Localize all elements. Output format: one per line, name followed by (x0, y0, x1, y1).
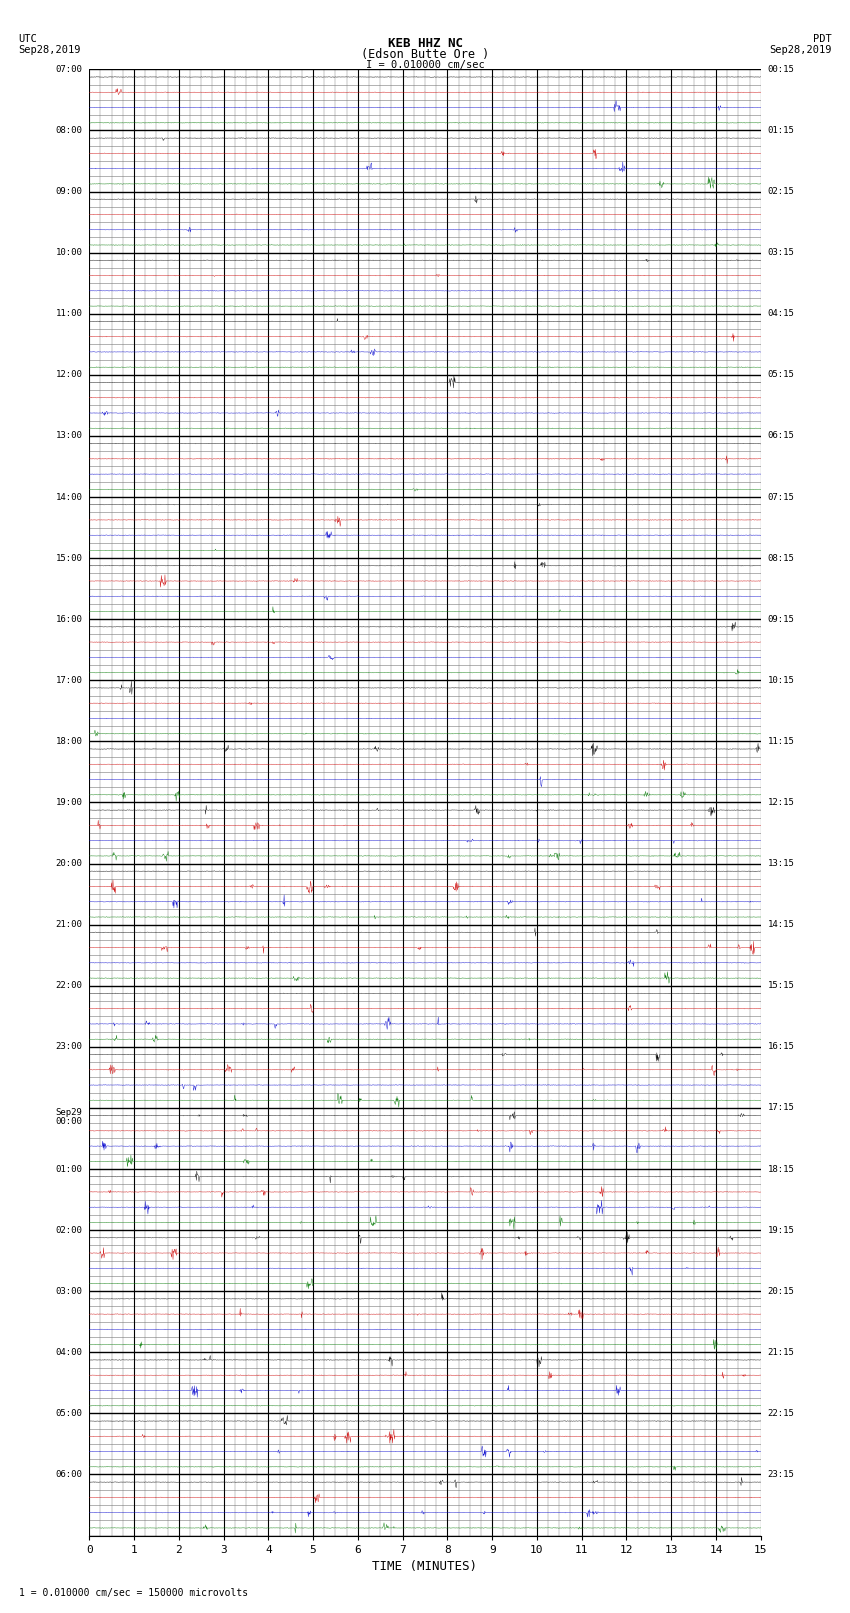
Text: 20:00: 20:00 (55, 860, 82, 868)
Text: 17:15: 17:15 (768, 1103, 795, 1113)
Text: 08:15: 08:15 (768, 553, 795, 563)
Text: 02:15: 02:15 (768, 187, 795, 197)
Text: 00:00: 00:00 (55, 1118, 82, 1126)
Text: 04:15: 04:15 (768, 310, 795, 318)
Text: 17:00: 17:00 (55, 676, 82, 686)
Text: 09:15: 09:15 (768, 615, 795, 624)
Text: 03:00: 03:00 (55, 1287, 82, 1295)
Text: 09:00: 09:00 (55, 187, 82, 197)
Text: 02:00: 02:00 (55, 1226, 82, 1234)
Text: 15:00: 15:00 (55, 553, 82, 563)
Text: 05:15: 05:15 (768, 371, 795, 379)
Text: 21:15: 21:15 (768, 1348, 795, 1357)
Text: KEB HHZ NC: KEB HHZ NC (388, 37, 462, 50)
Text: 11:00: 11:00 (55, 310, 82, 318)
Text: Sep28,2019: Sep28,2019 (768, 45, 831, 55)
Text: 12:00: 12:00 (55, 371, 82, 379)
Text: 01:15: 01:15 (768, 126, 795, 135)
Text: 10:00: 10:00 (55, 248, 82, 256)
Text: 08:00: 08:00 (55, 126, 82, 135)
Text: 11:15: 11:15 (768, 737, 795, 745)
Text: 04:00: 04:00 (55, 1348, 82, 1357)
Text: 16:00: 16:00 (55, 615, 82, 624)
Text: 13:15: 13:15 (768, 860, 795, 868)
Text: 14:15: 14:15 (768, 919, 795, 929)
Text: 18:00: 18:00 (55, 737, 82, 745)
Text: 12:15: 12:15 (768, 798, 795, 806)
Text: 18:15: 18:15 (768, 1165, 795, 1174)
Text: Sep28,2019: Sep28,2019 (19, 45, 82, 55)
Text: 15:15: 15:15 (768, 981, 795, 990)
Text: (Edson Butte Ore ): (Edson Butte Ore ) (361, 48, 489, 61)
Text: 22:15: 22:15 (768, 1408, 795, 1418)
Text: 03:15: 03:15 (768, 248, 795, 256)
Text: 20:15: 20:15 (768, 1287, 795, 1295)
Text: 16:15: 16:15 (768, 1042, 795, 1052)
Text: 07:15: 07:15 (768, 492, 795, 502)
Text: 07:00: 07:00 (55, 65, 82, 74)
Text: 14:00: 14:00 (55, 492, 82, 502)
Text: Sep29: Sep29 (55, 1108, 82, 1118)
Text: I = 0.010000 cm/sec: I = 0.010000 cm/sec (366, 60, 484, 69)
Text: 10:15: 10:15 (768, 676, 795, 686)
Text: 13:00: 13:00 (55, 431, 82, 440)
Text: 23:15: 23:15 (768, 1469, 795, 1479)
Text: 00:15: 00:15 (768, 65, 795, 74)
Text: 19:15: 19:15 (768, 1226, 795, 1234)
Text: 06:15: 06:15 (768, 431, 795, 440)
Text: PDT: PDT (813, 34, 831, 44)
Text: 06:00: 06:00 (55, 1469, 82, 1479)
Text: 23:00: 23:00 (55, 1042, 82, 1052)
Text: 21:00: 21:00 (55, 919, 82, 929)
Text: 19:00: 19:00 (55, 798, 82, 806)
Text: 05:00: 05:00 (55, 1408, 82, 1418)
Text: 1 = 0.010000 cm/sec = 150000 microvolts: 1 = 0.010000 cm/sec = 150000 microvolts (19, 1589, 248, 1598)
Text: 22:00: 22:00 (55, 981, 82, 990)
X-axis label: TIME (MINUTES): TIME (MINUTES) (372, 1560, 478, 1573)
Text: 01:00: 01:00 (55, 1165, 82, 1174)
Text: UTC: UTC (19, 34, 37, 44)
